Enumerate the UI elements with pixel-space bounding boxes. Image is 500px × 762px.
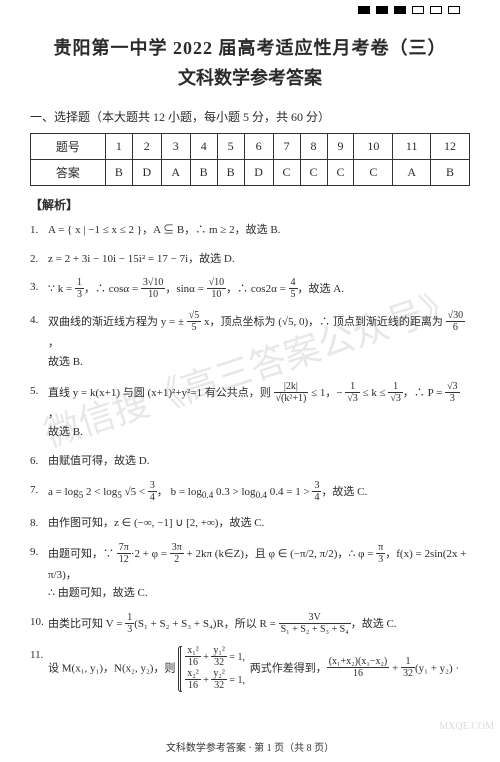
alignment-marks xyxy=(358,6,460,14)
analysis-label: 【解析】 xyxy=(30,196,470,213)
page-content: 贵阳第一中学 2022 届高考适应性月考卷（三） 文科数学参考答案 一、选择题（… xyxy=(0,0,500,692)
row-label: 答案 xyxy=(31,160,106,186)
answer-table: 题号 1 2 3 4 5 6 7 8 9 10 11 12 答案 B D A B… xyxy=(30,133,470,186)
table-row: 答案 B D A B B D C C C C A B xyxy=(31,160,470,186)
solution-item: 9. 由题可知，∵ 7π12·2 + φ = 3π2 + 2kπ (k∈Z)，且… xyxy=(30,543,470,603)
solution-item: 10. 由类比可知 V = 13(S₁ + S₂ + S₃ + S₄)R，所以 … xyxy=(30,613,470,636)
solution-item: 7. a = log5 2 < log5 √5 < 34， b = log0.4… xyxy=(30,481,470,504)
solution-item: 11. 设 M(x₁, y₁)，N(x₂, y₂)，则 x₁²16 + y₁²3… xyxy=(30,646,470,692)
page-footer: 文科数学参考答案 · 第 1 页（共 8 页） xyxy=(0,739,500,754)
solution-item: 6. 由赋值可得，故选 D. xyxy=(30,452,470,471)
solution-item: 4. 双曲线的渐近线方程为 y = ± √55 x，顶点坐标为 (√5, 0)，… xyxy=(30,311,470,371)
title-line1: 贵阳第一中学 2022 届高考适应性月考卷（三） xyxy=(30,34,470,60)
title-line2: 文科数学参考答案 xyxy=(30,64,470,90)
solution-item: 8. 由作图可知，z ∈ (−∞, −1] ∪ [2, +∞)，故选 C. xyxy=(30,514,470,533)
solution-item: 5. 直线 y = k(x+1) 与圆 (x+1)²+y²=1 有公共点，则 |… xyxy=(30,382,470,442)
solution-item: 3. ∵ k = 13，∴ cosα = 3√1010，sinα = √1010… xyxy=(30,278,470,301)
row-label: 题号 xyxy=(31,134,106,160)
table-row: 题号 1 2 3 4 5 6 7 8 9 10 11 12 xyxy=(31,134,470,160)
solution-item: 2. z = 2 + 3i − 10i − 15i² = 17 − 7i，故选 … xyxy=(30,250,470,269)
corner-watermark: MXQE.COM xyxy=(439,721,494,732)
section1-heading: 一、选择题（本大题共 12 小题，每小题 5 分，共 60 分） xyxy=(30,108,470,125)
solution-item: 1. A = { x | −1 ≤ x ≤ 2 }，A ⊆ B，∴ m ≥ 2，… xyxy=(30,221,470,240)
